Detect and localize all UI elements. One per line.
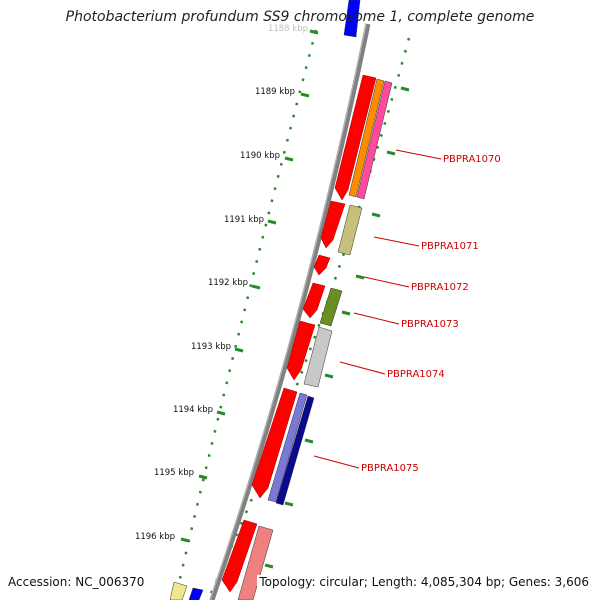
blue-feature-top [343, 0, 361, 38]
gene-labels: PBPRA1070 PBPRA1071 PBPRA1072 PBPRA1073 … [361, 154, 501, 474]
gene-arrow [251, 387, 298, 499]
tick-label: 1189 kbp [255, 87, 295, 97]
slate-feature [267, 392, 308, 503]
orange-feature [348, 78, 385, 198]
blue-feature-bottom [188, 587, 204, 601]
tick-label: 1193 kbp [191, 342, 231, 352]
gene-label[interactable]: PBPRA1072 [411, 282, 469, 293]
genome-backbone-highlight [209, 23, 367, 601]
gene-label[interactable]: PBPRA1071 [421, 241, 479, 252]
tick-label: 1196 kbp [135, 532, 175, 542]
outer-ring [206, 37, 411, 601]
inner-scale-ticks [180, 29, 319, 543]
tick-label: 1194 kbp [173, 405, 213, 415]
khaki-feature [337, 204, 363, 256]
inner-ring [173, 29, 318, 601]
silver-feature [303, 326, 333, 388]
gene-arrow [302, 282, 326, 319]
gene-arrow [313, 254, 331, 276]
gene-label[interactable]: PBPRA1074 [387, 369, 445, 380]
leader-lines [313, 149, 442, 469]
tick-label: 1195 kbp [154, 468, 194, 478]
gene-arrow [221, 519, 258, 593]
gene-label[interactable]: PBPRA1073 [401, 319, 459, 330]
navy-feature [275, 395, 315, 506]
genome-summary-text: Topology: circular; Length: 4,085,304 bp… [257, 575, 591, 589]
gene-arrow [320, 200, 346, 249]
page-title: Photobacterium profundum SS9 chromosome … [65, 9, 535, 25]
gene-arrow [334, 74, 377, 201]
gene-label[interactable]: PBPRA1070 [443, 154, 501, 165]
yellow-feature [169, 581, 188, 601]
tick-label: 1191 kbp [224, 215, 264, 225]
gene-label[interactable]: PBPRA1075 [361, 463, 419, 474]
gene-track-colored [169, 0, 393, 601]
pink-feature [356, 80, 393, 200]
gene-track-red [221, 74, 377, 593]
gene-arrow [286, 320, 316, 381]
outer-scale-ticks [264, 86, 410, 569]
tick-label: 1188 kbp [268, 24, 308, 34]
genome-backbone [209, 23, 371, 601]
tick-label: 1192 kbp [208, 278, 248, 288]
tick-labels: 1188 kbp 1189 kbp 1190 kbp 1191 kbp 1192… [135, 24, 308, 542]
accession-text: Accession: NC_006370 [6, 575, 147, 589]
tick-label: 1190 kbp [240, 151, 280, 161]
olive-feature [319, 287, 343, 327]
